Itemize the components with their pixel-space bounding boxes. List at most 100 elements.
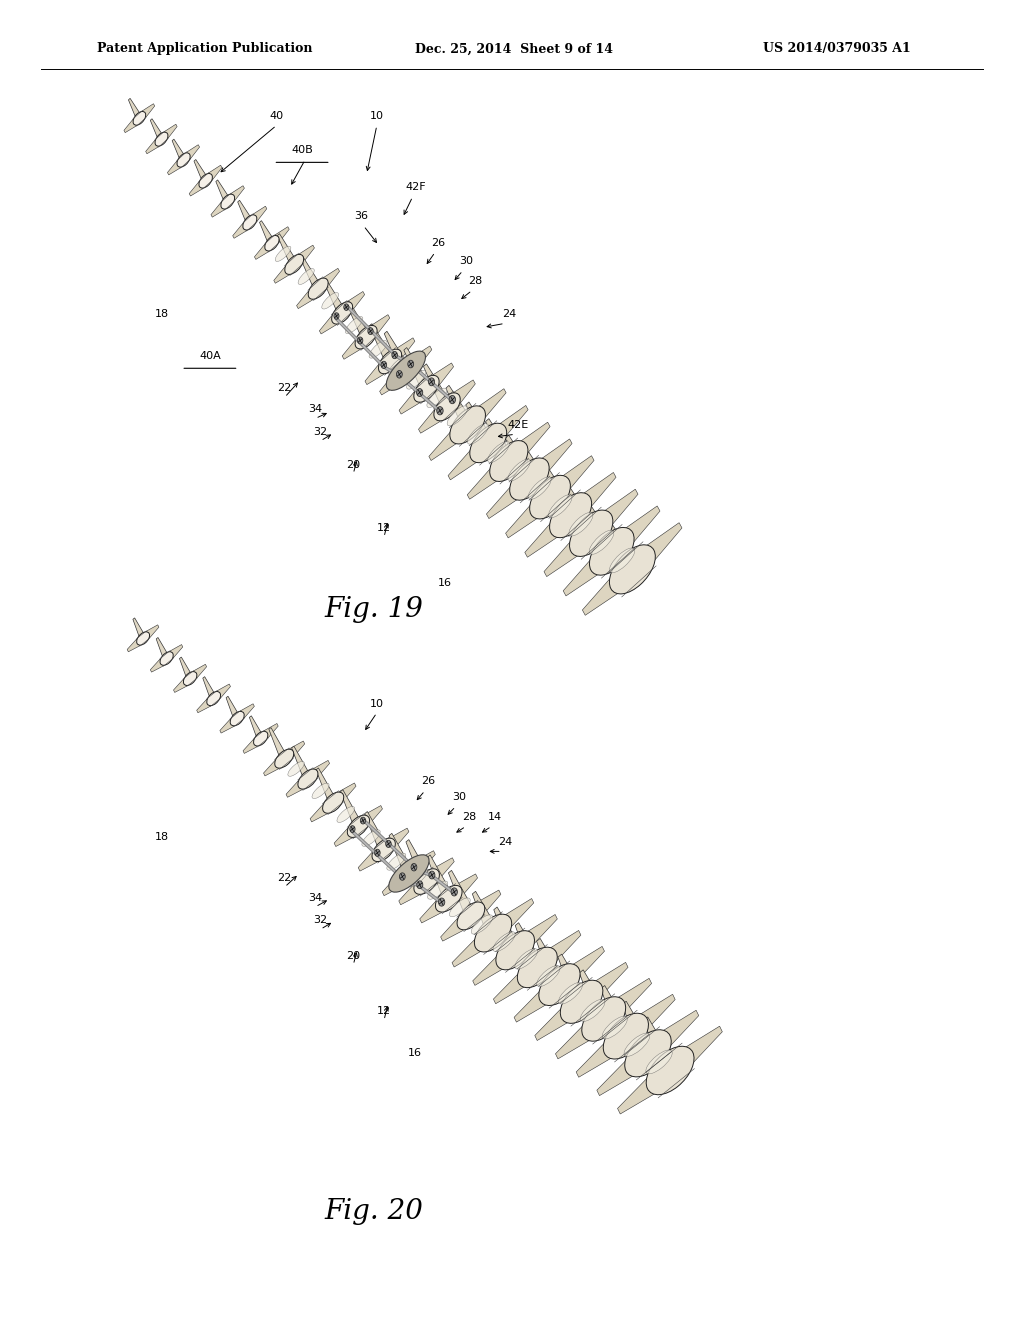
Ellipse shape bbox=[387, 853, 406, 870]
Polygon shape bbox=[300, 256, 317, 285]
Ellipse shape bbox=[508, 459, 530, 480]
Ellipse shape bbox=[308, 279, 328, 300]
Polygon shape bbox=[583, 577, 620, 615]
Polygon shape bbox=[520, 422, 550, 454]
Ellipse shape bbox=[646, 1049, 672, 1073]
Polygon shape bbox=[617, 1077, 655, 1114]
Ellipse shape bbox=[133, 111, 145, 125]
Text: Patent Application Publication: Patent Application Publication bbox=[97, 42, 312, 55]
Text: 20: 20 bbox=[346, 950, 360, 961]
Text: Dec. 25, 2014  Sheet 9 of 14: Dec. 25, 2014 Sheet 9 of 14 bbox=[415, 42, 612, 55]
Circle shape bbox=[368, 327, 373, 334]
Ellipse shape bbox=[496, 931, 535, 970]
Polygon shape bbox=[382, 875, 402, 896]
Polygon shape bbox=[420, 902, 441, 923]
Circle shape bbox=[344, 304, 349, 310]
Text: 22: 22 bbox=[278, 873, 292, 883]
Ellipse shape bbox=[275, 247, 291, 261]
Ellipse shape bbox=[386, 351, 426, 391]
Ellipse shape bbox=[646, 1047, 694, 1094]
Circle shape bbox=[417, 880, 423, 888]
Polygon shape bbox=[565, 486, 589, 524]
Polygon shape bbox=[232, 223, 247, 239]
Circle shape bbox=[357, 337, 362, 345]
Text: 36: 36 bbox=[354, 211, 369, 222]
Text: 28: 28 bbox=[468, 276, 482, 286]
Polygon shape bbox=[372, 314, 390, 334]
Polygon shape bbox=[526, 915, 557, 945]
Text: 18: 18 bbox=[155, 309, 169, 319]
Ellipse shape bbox=[447, 405, 468, 426]
Ellipse shape bbox=[396, 861, 421, 886]
Polygon shape bbox=[124, 119, 136, 132]
Polygon shape bbox=[316, 768, 333, 799]
Polygon shape bbox=[403, 347, 426, 384]
Polygon shape bbox=[290, 741, 305, 756]
Polygon shape bbox=[133, 618, 143, 636]
Circle shape bbox=[437, 407, 443, 414]
Polygon shape bbox=[625, 506, 660, 544]
Ellipse shape bbox=[590, 528, 634, 576]
Polygon shape bbox=[292, 746, 308, 775]
Ellipse shape bbox=[450, 898, 470, 916]
Polygon shape bbox=[494, 907, 514, 942]
Polygon shape bbox=[243, 739, 257, 754]
Ellipse shape bbox=[265, 235, 280, 251]
Polygon shape bbox=[342, 341, 360, 359]
Text: 10: 10 bbox=[370, 698, 384, 709]
Text: 30: 30 bbox=[452, 792, 466, 803]
Polygon shape bbox=[151, 659, 163, 672]
Ellipse shape bbox=[379, 350, 401, 374]
Text: 40B: 40B bbox=[291, 145, 313, 156]
Ellipse shape bbox=[569, 512, 593, 536]
Text: 32: 32 bbox=[313, 915, 328, 925]
Polygon shape bbox=[583, 473, 616, 508]
Polygon shape bbox=[358, 851, 377, 871]
Polygon shape bbox=[365, 812, 384, 846]
Polygon shape bbox=[478, 388, 506, 418]
Polygon shape bbox=[241, 704, 254, 718]
Polygon shape bbox=[203, 677, 214, 696]
Ellipse shape bbox=[471, 915, 493, 935]
Polygon shape bbox=[263, 760, 279, 776]
Ellipse shape bbox=[407, 371, 426, 389]
Text: 22: 22 bbox=[278, 383, 292, 393]
Ellipse shape bbox=[602, 1016, 628, 1039]
Polygon shape bbox=[416, 850, 435, 871]
Polygon shape bbox=[146, 624, 159, 638]
Polygon shape bbox=[440, 919, 463, 941]
Polygon shape bbox=[324, 268, 340, 286]
Polygon shape bbox=[597, 1060, 634, 1096]
Polygon shape bbox=[472, 891, 492, 925]
Polygon shape bbox=[555, 1026, 591, 1059]
Polygon shape bbox=[429, 432, 458, 461]
Ellipse shape bbox=[603, 1014, 648, 1059]
Ellipse shape bbox=[414, 375, 439, 403]
Circle shape bbox=[392, 351, 397, 359]
Polygon shape bbox=[273, 267, 290, 284]
Circle shape bbox=[360, 817, 366, 824]
Polygon shape bbox=[389, 833, 409, 869]
Polygon shape bbox=[347, 292, 365, 310]
Polygon shape bbox=[645, 523, 682, 561]
Ellipse shape bbox=[389, 356, 408, 375]
Polygon shape bbox=[585, 502, 609, 543]
Ellipse shape bbox=[408, 869, 428, 886]
Polygon shape bbox=[494, 973, 525, 1003]
Ellipse shape bbox=[347, 816, 370, 837]
Circle shape bbox=[428, 378, 434, 385]
Ellipse shape bbox=[298, 770, 317, 789]
Polygon shape bbox=[127, 639, 140, 652]
Polygon shape bbox=[226, 696, 238, 717]
Polygon shape bbox=[390, 828, 409, 847]
Polygon shape bbox=[319, 315, 337, 334]
Polygon shape bbox=[380, 374, 399, 395]
Polygon shape bbox=[220, 719, 233, 733]
Ellipse shape bbox=[288, 762, 304, 776]
Circle shape bbox=[386, 841, 391, 847]
Polygon shape bbox=[264, 723, 279, 738]
Ellipse shape bbox=[435, 886, 462, 912]
Polygon shape bbox=[398, 884, 420, 904]
Circle shape bbox=[399, 873, 406, 880]
Text: 24: 24 bbox=[498, 837, 512, 847]
